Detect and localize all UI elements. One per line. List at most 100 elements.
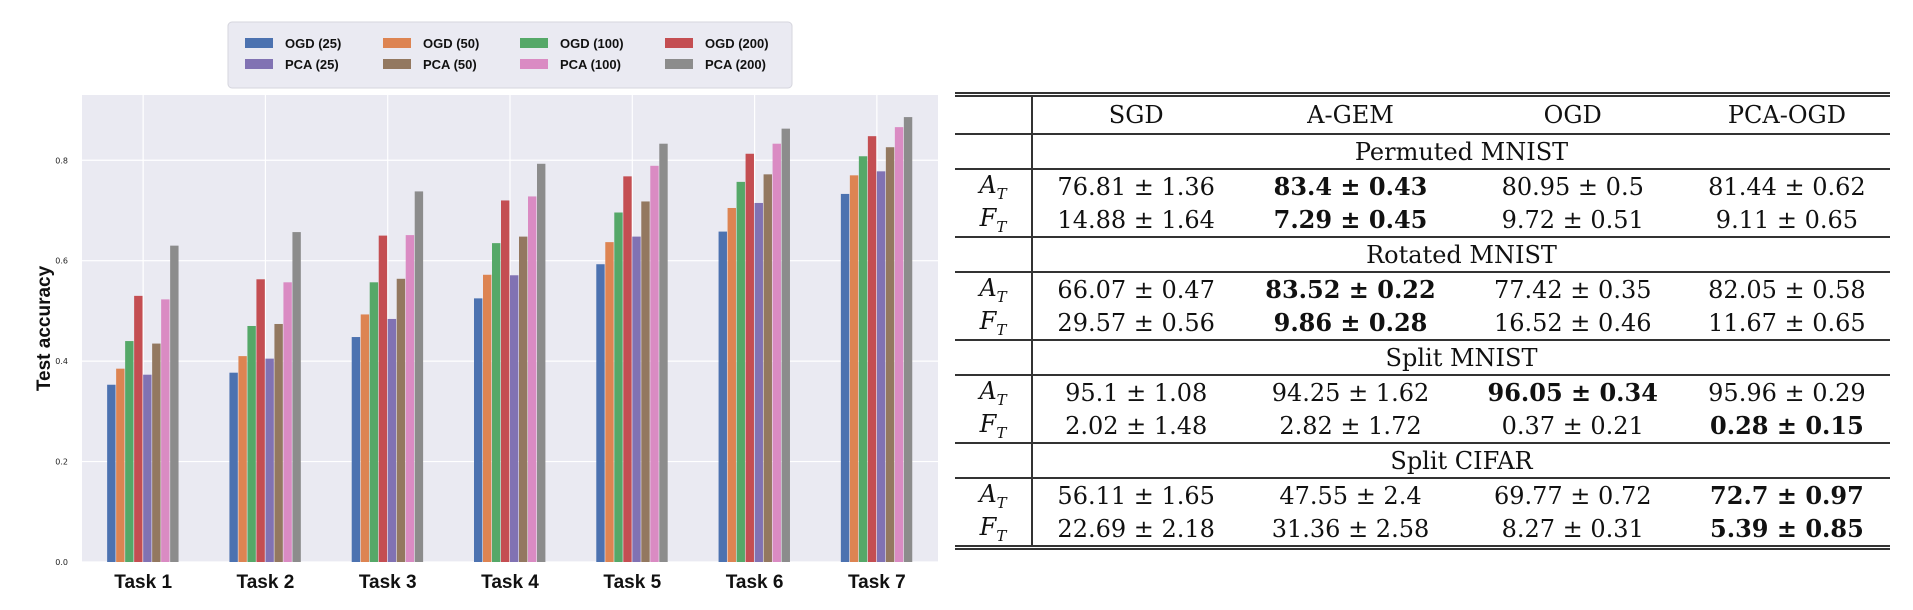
bar-pca-200-task-5 [659, 143, 668, 562]
bar-pca-25-task-5 [632, 236, 641, 562]
value-text: 2.82 ± 1.72 [1279, 411, 1422, 440]
bar-ogd-50-task-6 [727, 207, 736, 562]
section-label-blank [955, 236, 1033, 273]
bar-ogd-100-task-4 [492, 243, 501, 563]
legend-swatch [245, 59, 273, 69]
bar-ogd-200-task-1 [134, 295, 143, 562]
metric-symbol: A [979, 479, 997, 508]
value-cell: 2.82 ± 1.72 [1239, 409, 1461, 443]
best-value: 5.39 ± 0.85 [1710, 514, 1864, 543]
section-header-row: Split MNIST [955, 339, 1890, 376]
metric-subscript: T [996, 217, 1007, 236]
bar-pca-25-task-3 [387, 318, 397, 562]
metric-row: FT 2.02 ± 1.48 2.82 ± 1.72 0.37 ± 0.21 0.28 … [955, 409, 1890, 443]
metric-row: FT 14.88 ± 1.64 7.29 ± 0.45 9.72 ± 0.51 9.11… [955, 203, 1890, 237]
x-tick-label: Task 7 [848, 572, 906, 593]
legend-swatch [665, 38, 693, 48]
bar-ogd-50-task-7 [849, 175, 859, 562]
value-text: 29.57 ± 0.56 [1057, 308, 1215, 337]
x-tick-label: Task 6 [726, 572, 784, 593]
value-text: 0.37 ± 0.21 [1501, 411, 1644, 440]
metric-subscript: T [996, 184, 1007, 203]
x-tick-label: Task 1 [114, 572, 172, 593]
section-title: Permuted MNIST [1032, 133, 1890, 170]
bar-chart-panel: 0.0 0.2 0.4 0.6 0.8 Task 1 Task 2 Task 3 Task 4 T… [0, 0, 950, 610]
bar-pca-200-task-7 [903, 117, 913, 562]
value-cell: 31.36 ± 2.58 [1239, 512, 1462, 550]
bar-ogd-200-task-7 [867, 136, 877, 563]
bar-chart: 0.0 0.2 0.4 0.6 0.8 Task 1 Task 2 Task 3 Task 4 T… [34, 21, 938, 593]
metric-label: AT [955, 169, 1033, 203]
column-header: PCA-OGD [1683, 92, 1890, 134]
metric-subscript: T [996, 493, 1007, 512]
metric-symbol: A [979, 273, 997, 302]
bar-ogd-100-task-5 [614, 212, 623, 562]
metric-subscript: T [996, 320, 1007, 339]
value-cell: 94.25 ± 1.62 [1239, 375, 1461, 409]
value-text: 9.72 ± 0.51 [1501, 205, 1644, 234]
y-tick-label: 0.8 [55, 156, 68, 165]
metric-label: AT [955, 478, 1033, 512]
value-text: 69.77 ± 0.72 [1493, 481, 1652, 510]
bar-ogd-200-task-3 [378, 235, 388, 562]
value-text: 11.67 ± 0.65 [1708, 308, 1866, 337]
metric-row: AT 76.81 ± 1.36 83.4 ± 0.43 80.95 ± 0.5 81.4… [955, 169, 1890, 203]
best-value: 0.28 ± 0.15 [1710, 411, 1864, 440]
bar-ogd-200-task-5 [623, 176, 632, 562]
bar-ogd-25-task-2 [229, 372, 238, 562]
bar-ogd-200-task-4 [501, 200, 510, 563]
value-cell: 8.27 ± 0.31 [1461, 512, 1684, 550]
best-value: 7.29 ± 0.45 [1273, 205, 1428, 234]
bar-pca-50-task-5 [641, 201, 650, 562]
x-tick-label: Task 5 [603, 572, 661, 593]
legend-swatch [383, 38, 411, 48]
x-tick-label: Task 4 [481, 572, 539, 593]
value-text: 77.42 ± 0.35 [1493, 275, 1652, 304]
metric-symbol: F [979, 306, 997, 335]
value-cell: 14.88 ± 1.64 [1032, 203, 1239, 237]
value-cell: 80.95 ± 0.5 [1462, 169, 1684, 203]
y-tick-label: 0.6 [55, 257, 68, 266]
bar-pca-50-task-1 [152, 343, 161, 562]
metric-symbol: A [979, 170, 997, 199]
bar-ogd-50-task-4 [483, 274, 492, 562]
legend-label: OGD (25) [285, 36, 341, 51]
bar-pca-100-task-2 [283, 282, 292, 562]
bar-ogd-100-task-1 [125, 341, 134, 562]
section-title: Split MNIST [1032, 339, 1890, 376]
value-cell: 29.57 ± 0.56 [1032, 306, 1239, 340]
metric-label: FT [955, 203, 1033, 237]
results-table-panel: SGD A-GEM OGD PCA-OGD Permuted MNIST AT 76.81 … [955, 92, 1890, 550]
bar-pca-200-task-1 [170, 245, 179, 563]
bar-ogd-100-task-7 [858, 156, 868, 562]
x-tick-label: Task 2 [237, 572, 295, 593]
bar-pca-50-task-6 [763, 174, 772, 562]
bar-ogd-200-task-6 [745, 153, 754, 562]
value-cell: 9.86 ± 0.28 [1239, 306, 1461, 340]
metric-row: FT 29.57 ± 0.56 9.86 ± 0.28 16.52 ± 0.46 11.… [955, 306, 1890, 340]
section-label-blank [955, 133, 1033, 170]
metric-row: AT 56.11 ± 1.65 47.55 ± 2.4 69.77 ± 0.72 72.… [955, 478, 1890, 512]
value-cell: 76.81 ± 1.36 [1032, 169, 1239, 203]
metric-label: FT [955, 409, 1033, 443]
metric-subscript: T [996, 390, 1007, 409]
section-label-blank [955, 442, 1033, 479]
value-text: 94.25 ± 1.62 [1271, 378, 1430, 407]
bar-ogd-100-task-6 [736, 181, 745, 562]
table-header-row: SGD A-GEM OGD PCA-OGD [955, 92, 1890, 134]
legend-swatch [245, 38, 273, 48]
value-cell: 5.39 ± 0.85 [1683, 512, 1890, 550]
bar-ogd-50-task-2 [238, 356, 247, 562]
column-header: SGD [1032, 92, 1240, 134]
value-cell: 77.42 ± 0.35 [1462, 272, 1684, 306]
column-header: A-GEM [1239, 92, 1462, 134]
value-cell: 7.29 ± 0.45 [1239, 203, 1461, 237]
legend-swatch [520, 38, 548, 48]
bar-ogd-25-task-3 [351, 337, 361, 562]
metric-row: AT 95.1 ± 1.08 94.25 ± 1.62 96.05 ± 0.34 95.… [955, 375, 1890, 409]
legend-label: PCA (100) [560, 57, 621, 72]
value-cell: 66.07 ± 0.47 [1032, 272, 1239, 306]
bar-pca-50-task-7 [885, 147, 895, 562]
y-tick-label: 0.2 [55, 458, 68, 467]
value-text: 16.52 ± 0.46 [1493, 308, 1652, 337]
